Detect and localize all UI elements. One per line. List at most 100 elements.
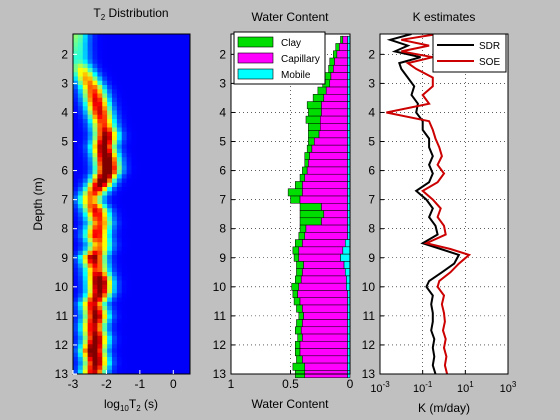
heatmap-cell (151, 297, 157, 303)
heatmap-cell (87, 174, 93, 179)
heatmap-cell (87, 272, 93, 277)
bar-capillary (321, 217, 348, 226)
heatmap-cell (77, 85, 84, 90)
heatmap-cell (121, 310, 128, 315)
bar-capillary (302, 304, 348, 313)
heatmap-cell (73, 102, 79, 107)
heatmap-cell (82, 314, 89, 320)
heatmap-cell (87, 242, 93, 247)
heatmap-cell (77, 216, 84, 222)
heatmap-cell (107, 335, 113, 341)
heatmap-cell (77, 76, 84, 82)
heatmap-cell (175, 352, 181, 358)
heatmap-cell (126, 174, 132, 179)
heatmap-cell (116, 276, 123, 281)
bar-capillary (306, 166, 348, 175)
heatmap-cell (180, 42, 186, 48)
heatmap-cell (146, 229, 152, 235)
heatmap-cell (121, 119, 128, 124)
heatmap-cell (126, 365, 132, 371)
heatmap-cell (116, 242, 123, 247)
heatmap-cell (155, 365, 162, 371)
heatmap-cell (121, 348, 128, 354)
bar-capillary (298, 282, 347, 291)
heatmap-cell (92, 97, 98, 103)
heatmap-cell (92, 340, 98, 345)
heatmap-cell (141, 246, 147, 252)
heatmap-cell (112, 165, 118, 171)
heatmap-cell (170, 68, 176, 73)
heatmap-cell (116, 85, 123, 90)
heatmap-cell (151, 34, 157, 39)
heatmap-cell (87, 301, 93, 307)
heatmap-cell (131, 348, 137, 354)
heatmap-cell (126, 221, 132, 226)
heatmap-cell (180, 255, 186, 260)
heatmap-cell (82, 212, 89, 218)
heatmap-cell (175, 42, 181, 48)
heatmap-cell (185, 301, 190, 307)
heatmap-cell (141, 153, 147, 158)
heatmap-cell (107, 272, 113, 277)
heatmap-cell (82, 187, 89, 192)
heatmap-cell (180, 127, 186, 133)
heatmap-cell (146, 335, 152, 341)
heatmap-cell (77, 297, 84, 303)
heatmap-cell (97, 170, 103, 175)
heatmap-cell (77, 89, 84, 94)
heatmap-cell (112, 242, 118, 247)
heatmap-cell (141, 72, 147, 77)
heatmap-cell (126, 170, 132, 175)
heatmap-cell (185, 55, 190, 60)
heatmap-cell (77, 119, 84, 124)
heatmap-cell (160, 255, 167, 260)
heatmap-cell (121, 131, 128, 137)
heatmap-cell (126, 131, 132, 137)
heatmap-cell (185, 225, 190, 230)
heatmap-cell (180, 216, 186, 222)
bar-capillary (302, 268, 346, 277)
heatmap-cell (107, 263, 113, 269)
heatmap-cell (112, 272, 118, 277)
heatmap-cell (126, 318, 132, 324)
heatmap-cell (155, 331, 162, 337)
heatmap-cell (73, 344, 79, 349)
legend-label: Mobile (281, 70, 311, 81)
heatmap-cell (121, 76, 128, 82)
heatmap-cell (185, 246, 190, 252)
heatmap-cell (155, 259, 162, 264)
heatmap-cell (141, 170, 147, 175)
heatmap-cell (136, 221, 142, 226)
heatmap-cell (112, 318, 118, 324)
heatmap-cell (131, 255, 137, 260)
heatmap-cell (136, 216, 142, 222)
heatmap-cell (107, 310, 113, 315)
heatmap-cell (170, 72, 176, 77)
heatmap-cell (185, 89, 190, 94)
heatmap-cell (151, 212, 157, 218)
heatmap-cell (107, 76, 113, 82)
heatmap-cell (141, 327, 147, 332)
heatmap-cell (155, 68, 162, 73)
heatmap-cell (73, 174, 79, 179)
heatmap-cell (175, 301, 181, 307)
heatmap-cell (160, 46, 167, 52)
heatmap-cell (102, 127, 108, 133)
heatmap-cell (77, 318, 84, 324)
heatmap-cell (112, 297, 118, 303)
heatmap-cell (121, 208, 128, 213)
bar-capillary (314, 137, 348, 146)
heatmap-cell (112, 191, 118, 196)
heatmap-cell (102, 263, 108, 269)
heatmap-cell (73, 323, 79, 328)
heatmap-cell (121, 361, 128, 366)
heatmap-cell (141, 348, 147, 354)
heatmap-cell (170, 127, 176, 133)
heatmap-cell (146, 55, 152, 60)
heatmap-cell (141, 314, 147, 320)
heatmap-cell (180, 263, 186, 269)
heatmap-cell (116, 38, 123, 43)
heatmap-cell (146, 59, 152, 65)
heatmap-cell (165, 119, 171, 124)
